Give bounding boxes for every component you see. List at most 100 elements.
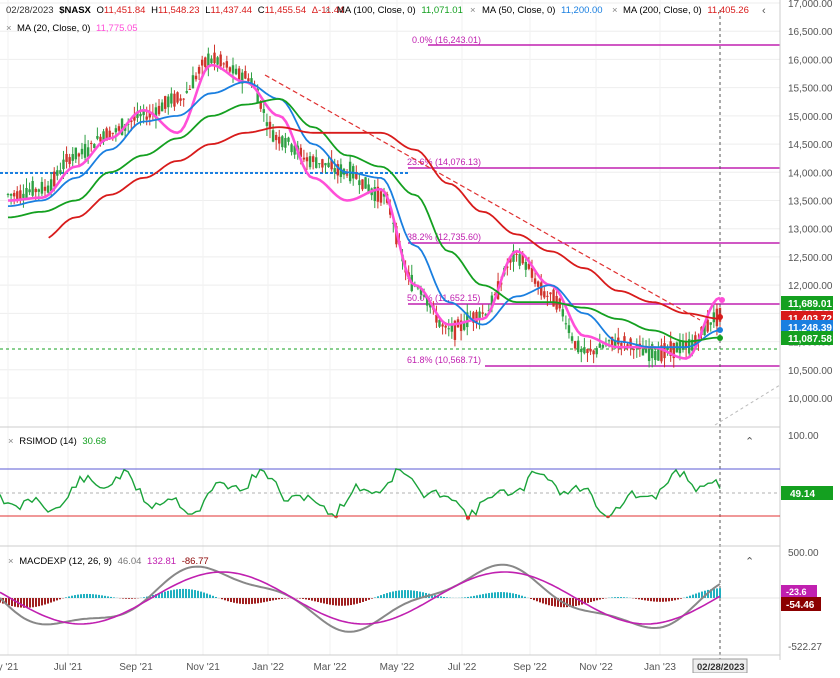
candle-body bbox=[305, 157, 309, 162]
macd-signal-line bbox=[0, 571, 721, 625]
candle-body bbox=[598, 343, 601, 348]
svg-text:02/28/2023 $NASX O: 02/28/2023 $NASX O11,451.84 H11,548.23 L… bbox=[6, 5, 344, 16]
macd-tick-neg: -522.27 bbox=[788, 642, 822, 653]
projection-line bbox=[714, 384, 781, 426]
candle-body bbox=[25, 187, 28, 199]
legend-ma200-value: 11,405.26 bbox=[707, 5, 749, 16]
x-tick-label: Nov '21 bbox=[186, 662, 220, 673]
candle-body bbox=[610, 336, 614, 346]
macd-badge-top-bg bbox=[781, 585, 817, 597]
macd-badge: -54.46 bbox=[786, 600, 815, 611]
candle-body bbox=[191, 75, 195, 89]
candle-body bbox=[453, 320, 457, 340]
candle-body bbox=[148, 111, 151, 118]
candle-body bbox=[706, 319, 709, 332]
rsi-label: RSIMOD (14) bbox=[19, 436, 77, 447]
candle-body bbox=[650, 344, 654, 359]
candle-body bbox=[120, 118, 124, 135]
badge-ma200: 11,403.72 bbox=[788, 314, 832, 325]
candle-body bbox=[179, 98, 182, 101]
candle-body bbox=[493, 294, 497, 296]
candle-body bbox=[327, 162, 330, 168]
y-tick-label: 16,000.00 bbox=[788, 55, 833, 66]
candle-body bbox=[86, 147, 90, 157]
badge-ma50: 11,248.39 bbox=[788, 323, 832, 334]
candle-body bbox=[524, 261, 528, 270]
candle-body bbox=[595, 348, 598, 355]
candle-body bbox=[311, 156, 315, 162]
legend: 02/28/2023 $NASX O11,451.84 H11,548.23 L… bbox=[6, 5, 766, 34]
legend-close-x[interactable]: × bbox=[470, 5, 476, 16]
y-tick-label: 10,000.00 bbox=[788, 394, 833, 405]
candle-body bbox=[570, 336, 574, 341]
candle-body bbox=[170, 93, 173, 104]
dot-ma100 bbox=[717, 335, 723, 341]
candle-body bbox=[53, 171, 56, 187]
candle-body bbox=[281, 136, 284, 148]
legend-ma20-value: 11,775.05 bbox=[96, 23, 138, 34]
rsi-line bbox=[0, 468, 721, 522]
dot-ma200 bbox=[717, 314, 723, 320]
candle-body bbox=[114, 128, 118, 133]
candle-body bbox=[83, 143, 87, 158]
candle-body bbox=[373, 187, 376, 202]
candle-body bbox=[56, 170, 59, 176]
candle-body bbox=[108, 130, 111, 139]
candle-body bbox=[712, 312, 716, 323]
rsi-collapse-icon[interactable]: ⌃ bbox=[745, 436, 754, 448]
candle-body bbox=[194, 75, 198, 80]
candle-body bbox=[345, 174, 349, 176]
candle-body bbox=[586, 349, 589, 354]
candle-body bbox=[336, 164, 340, 176]
macd-collapse-icon[interactable]: ⌃ bbox=[745, 556, 754, 568]
legend-ma200-label: MA (200, Close, 0) bbox=[623, 5, 702, 16]
candle-body bbox=[355, 173, 358, 179]
candle-body bbox=[533, 278, 537, 284]
header-open: 11,451.84 bbox=[104, 5, 146, 16]
y-tick-label: 15,000.00 bbox=[788, 112, 833, 123]
candle-body bbox=[19, 190, 22, 200]
legend-close-x[interactable]: × bbox=[6, 23, 12, 34]
candle-body bbox=[438, 319, 441, 327]
candle-body bbox=[348, 161, 352, 182]
candle-body bbox=[49, 179, 53, 192]
candle-body bbox=[31, 180, 34, 196]
candle-body bbox=[475, 311, 478, 323]
candle-body bbox=[715, 308, 719, 327]
legend-close-x[interactable]: × bbox=[612, 5, 618, 16]
legend-ma100-label: MA (100, Close, 0) bbox=[337, 5, 416, 16]
candle-body bbox=[90, 142, 93, 144]
candle-body bbox=[681, 341, 685, 350]
candle-body bbox=[160, 102, 164, 112]
x-tick-label: Jul '21 bbox=[54, 662, 83, 673]
candle-body bbox=[429, 302, 432, 308]
cursor-date: 02/28/2023 bbox=[697, 662, 745, 673]
candle-body bbox=[284, 137, 287, 148]
candle-body bbox=[293, 145, 296, 155]
macd-close-x: × bbox=[8, 556, 14, 567]
price-badges: 11,689.01 11,403.72 11,248.39 11,087.58 bbox=[781, 296, 833, 345]
candle-body bbox=[207, 53, 210, 67]
x-tick-label: Mar '22 bbox=[313, 662, 346, 673]
header-high: 11,548.23 bbox=[158, 5, 200, 16]
candle-body bbox=[392, 222, 395, 224]
candle-body bbox=[200, 59, 204, 66]
candle-body bbox=[204, 57, 207, 67]
candle-body bbox=[589, 348, 592, 352]
candle-body bbox=[330, 159, 333, 170]
candle-body bbox=[416, 287, 420, 289]
svg-text:MA (100, Close, 0) 11,07: MA (100, Close, 0) 11,071.01 bbox=[337, 5, 463, 16]
candle-body bbox=[37, 189, 41, 192]
candle-body bbox=[74, 147, 78, 160]
candle-body bbox=[71, 154, 74, 161]
candle-body bbox=[518, 254, 521, 266]
candle-body bbox=[299, 147, 303, 157]
candle-body bbox=[666, 346, 669, 350]
collapse-chevron-icon[interactable]: ‹ bbox=[762, 5, 766, 17]
header-date: 02/28/2023 bbox=[6, 5, 54, 16]
legend-close-x[interactable]: × bbox=[325, 5, 331, 16]
candle-body bbox=[490, 295, 494, 309]
candle-body bbox=[333, 168, 336, 173]
macd-v3: -86.77 bbox=[182, 556, 209, 567]
